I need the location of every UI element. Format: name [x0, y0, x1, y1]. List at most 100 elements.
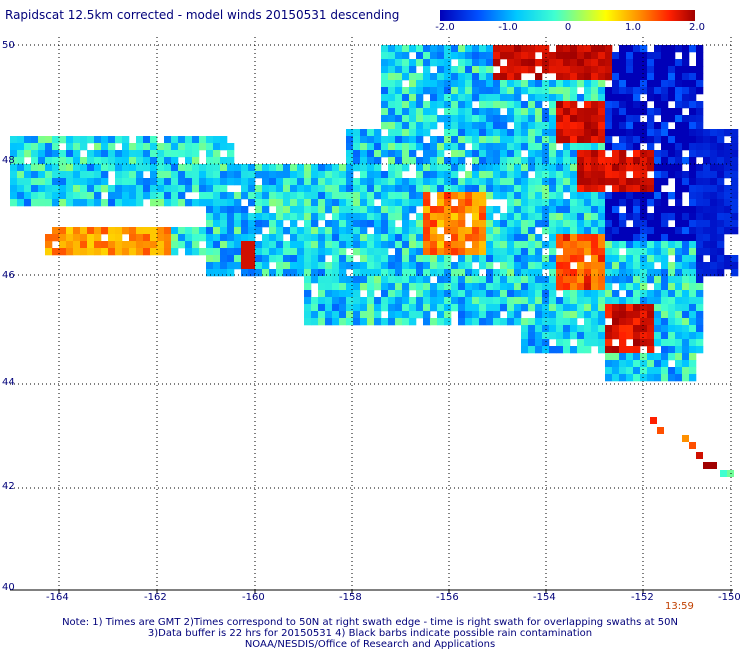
wind-cell	[402, 129, 410, 137]
wind-cell	[122, 248, 130, 256]
wind-cell	[626, 73, 634, 81]
wind-cell	[710, 213, 718, 221]
wind-cell	[360, 255, 368, 263]
wind-cell	[619, 136, 627, 144]
wind-cell	[591, 262, 599, 270]
wind-cell	[633, 59, 641, 67]
wind-cell	[437, 304, 445, 312]
wind-cell	[444, 283, 452, 291]
wind-cell	[115, 164, 123, 172]
wind-cell	[647, 255, 655, 263]
wind-cell	[654, 171, 662, 179]
wind-cell	[80, 157, 88, 165]
wind-cell	[703, 234, 711, 242]
wind-cell	[570, 283, 578, 291]
wind-cell	[430, 108, 438, 116]
wind-cell	[549, 171, 557, 179]
wind-cell	[696, 318, 704, 326]
wind-cell	[157, 150, 165, 158]
wind-cell	[605, 178, 613, 186]
wind-cell	[647, 80, 655, 88]
wind-cell	[458, 283, 466, 291]
wind-cell	[31, 178, 39, 186]
wind-cell	[626, 255, 634, 263]
wind-cell	[381, 115, 389, 123]
wind-cell	[500, 129, 508, 137]
wind-cell	[591, 227, 599, 235]
wind-cell	[535, 171, 543, 179]
wind-cell	[24, 164, 32, 172]
wind-cell	[640, 136, 648, 144]
wind-cell	[584, 136, 592, 144]
wind-cell	[584, 66, 592, 74]
wind-cell	[164, 143, 172, 151]
wind-cell	[696, 73, 704, 81]
wind-cell	[528, 206, 536, 214]
wind-cell	[276, 234, 284, 242]
wind-cell	[227, 157, 235, 165]
wind-cell	[311, 311, 319, 319]
wind-cell	[437, 220, 445, 228]
wind-cell	[283, 255, 291, 263]
wind-cell	[500, 52, 508, 60]
wind-cell	[472, 185, 480, 193]
wind-cell	[311, 206, 319, 214]
wind-cell	[563, 241, 571, 249]
wind-cell	[458, 199, 466, 207]
wind-cell	[612, 374, 620, 382]
wind-cell	[437, 178, 445, 186]
wind-cell	[402, 164, 410, 172]
wind-cell	[514, 80, 522, 88]
wind-cell	[59, 241, 67, 249]
wind-cell	[430, 122, 438, 130]
wind-cell	[598, 255, 606, 263]
wind-cell	[493, 164, 501, 172]
wind-cell	[654, 276, 662, 284]
wind-cell	[318, 241, 326, 249]
wind-cell	[458, 192, 466, 200]
wind-cell	[381, 220, 389, 228]
wind-cell	[682, 374, 690, 382]
wind-cell	[388, 283, 396, 291]
wind-cell	[444, 311, 452, 319]
wind-cell	[479, 213, 487, 221]
wind-cell	[402, 276, 410, 284]
wind-cell	[556, 318, 564, 326]
wind-cell	[675, 220, 683, 228]
wind-cell	[521, 164, 529, 172]
wind-cell	[661, 129, 669, 137]
wind-cell	[584, 283, 592, 291]
wind-cell	[556, 255, 564, 263]
wind-cell	[626, 248, 634, 256]
wind-cell	[626, 269, 634, 277]
wind-cell	[10, 199, 18, 207]
wind-cell	[710, 157, 718, 165]
wind-cell	[640, 199, 648, 207]
wind-cell	[479, 66, 487, 74]
wind-cell	[563, 66, 571, 74]
wind-cell	[192, 164, 200, 172]
wind-cell	[374, 311, 382, 319]
wind-cell	[640, 73, 648, 81]
wind-cell	[444, 157, 452, 165]
wind-cell	[493, 94, 501, 102]
wind-cell	[598, 339, 606, 347]
wind-cell	[437, 185, 445, 193]
wind-cell	[129, 185, 137, 193]
wind-cell	[661, 178, 669, 186]
wind-cell	[486, 52, 494, 60]
wind-cell	[682, 73, 690, 81]
wind-cell	[633, 122, 641, 130]
wind-cell	[360, 234, 368, 242]
wind-cell	[255, 248, 263, 256]
wind-cell	[577, 220, 585, 228]
wind-cell	[318, 297, 326, 305]
wind-cell	[654, 59, 662, 67]
wind-cell	[528, 290, 536, 298]
wind-cell	[94, 185, 102, 193]
wind-cell	[647, 241, 655, 249]
wind-cell	[633, 241, 641, 249]
wind-cell	[283, 248, 291, 256]
wind-cell	[479, 178, 487, 186]
wind-cell	[353, 185, 361, 193]
